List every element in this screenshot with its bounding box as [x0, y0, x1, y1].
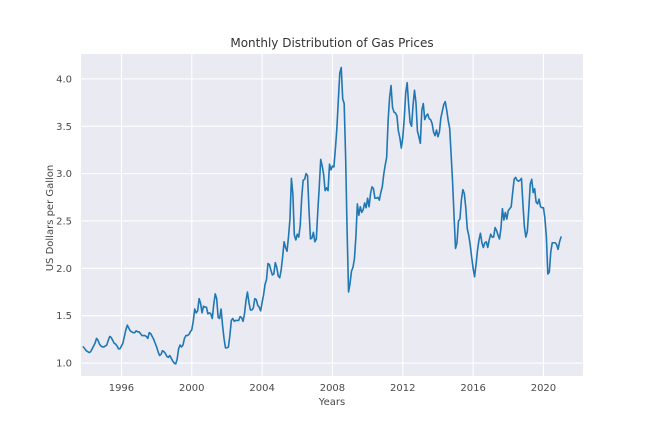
gridlines	[81, 54, 583, 376]
chart-title: Monthly Distribution of Gas Prices	[230, 36, 433, 50]
y-tick-label: 4.0	[56, 74, 72, 85]
y-tick-label: 3.5	[56, 122, 72, 133]
y-tick-label: 2.0	[56, 264, 72, 275]
y-tick-label: 1.0	[56, 359, 72, 370]
x-tick-label: 2016	[460, 383, 485, 394]
x-tick-label: 2020	[531, 383, 556, 394]
x-tick-label: 2004	[249, 383, 274, 394]
y-tick-label: 3.0	[56, 169, 72, 180]
y-tick-label: 1.5	[56, 311, 72, 322]
price-line	[82, 66, 562, 365]
x-tick-label: 2012	[390, 383, 415, 394]
x-axis-label: Years	[318, 397, 345, 408]
x-tick-label: 1996	[109, 383, 134, 394]
y-tick-label: 2.5	[56, 216, 72, 227]
tick-labels: 1996 2000 2004 2008 2012 2016 2020 1.0 1.5 2.0 2.5…	[56, 74, 556, 394]
y-axis-label: US Dollars per Gallon	[45, 165, 56, 272]
x-tick-label: 2008	[320, 383, 345, 394]
x-tick-label: 2000	[179, 383, 204, 394]
